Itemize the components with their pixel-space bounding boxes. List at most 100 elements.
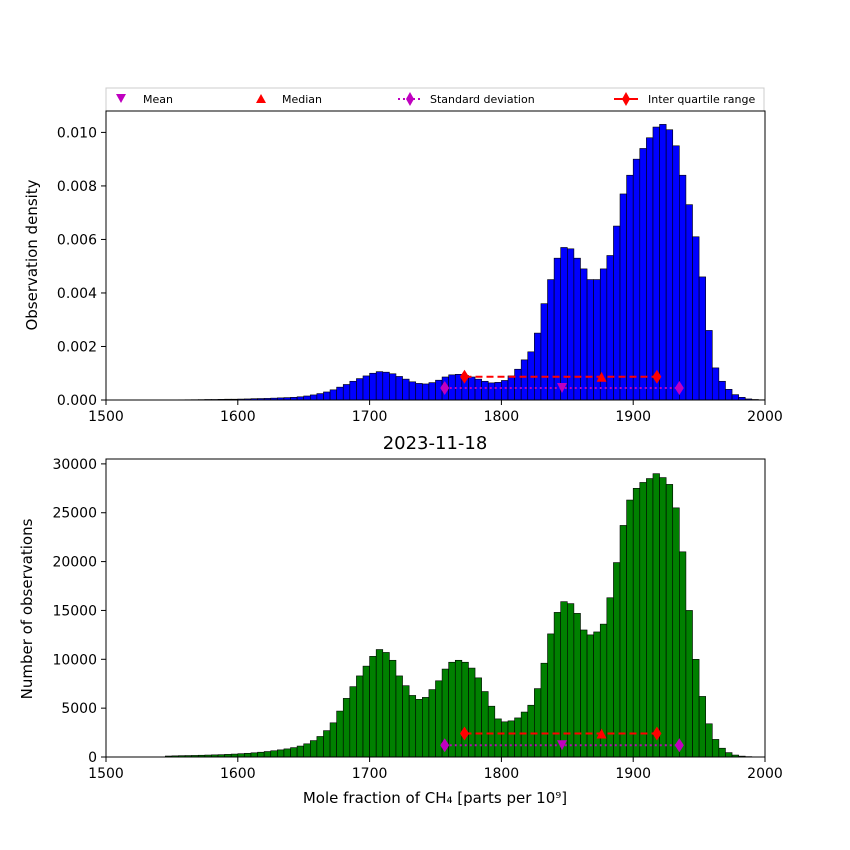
count-bar (422, 697, 430, 758)
density-bar (402, 378, 410, 401)
count-bar (580, 629, 588, 758)
count-bar (481, 691, 489, 758)
count-bar (553, 612, 562, 758)
density-y-axis-label: Observation density (23, 179, 41, 330)
count-bar (362, 665, 370, 758)
density-x-axis: 1500 1600 1700 1800 1900 2000 (88, 400, 783, 425)
count-bars (165, 473, 766, 758)
density-bar (356, 378, 364, 401)
density-bar (362, 375, 370, 401)
density-x-tick-label: 1600 (220, 409, 256, 425)
density-bar (336, 386, 344, 401)
density-bar (415, 383, 423, 401)
density-bar (613, 225, 621, 401)
density-y-axis: 0.000 0.002 0.004 0.006 0.008 0.010 (57, 125, 106, 409)
count-std-low-marker (440, 738, 450, 753)
count-y-tick-label: 5000 (61, 701, 97, 717)
count-y-tick-label: 15000 (52, 603, 97, 619)
count-bar (494, 718, 502, 758)
density-bar (540, 303, 548, 401)
density-iqr-low-marker (459, 369, 469, 384)
density-bar (468, 376, 476, 401)
count-std-high-marker (674, 738, 684, 753)
count-bar (487, 705, 496, 758)
count-x-tick-label: 1600 (220, 766, 256, 782)
legend: Mean Median Standard deviation Inter qua… (105, 87, 765, 112)
density-bar (698, 276, 706, 401)
count-y-tick-label: 10000 (52, 652, 97, 668)
count-bar (309, 740, 318, 758)
density-bar (626, 174, 634, 401)
count-bar (342, 698, 351, 758)
density-bar (586, 279, 594, 401)
density-y-tick-label: 0.010 (57, 125, 97, 141)
density-bar (382, 371, 390, 401)
count-x-tick-label: 1800 (484, 766, 520, 782)
count-x-tick-label: 1900 (615, 766, 651, 782)
count-y-tick-label: 25000 (52, 506, 97, 522)
density-bar (646, 137, 654, 401)
density-bar (375, 371, 384, 401)
count-bar (382, 652, 390, 758)
density-y-tick-label: 0.008 (57, 179, 97, 195)
count-bar (283, 748, 291, 758)
count-bar (613, 562, 621, 758)
count-bar (415, 699, 423, 758)
density-bar (580, 268, 588, 401)
legend-std-diamond-icon (406, 92, 414, 106)
count-bar (619, 525, 627, 758)
count-bar (711, 739, 720, 758)
density-x-tick-label: 1500 (88, 409, 124, 425)
count-bar (277, 749, 285, 758)
density-bar (323, 391, 331, 401)
density-bar (501, 380, 509, 401)
density-bar (435, 379, 443, 401)
count-bar (461, 661, 469, 758)
density-bar (639, 148, 647, 401)
density-bar (547, 279, 555, 401)
density-bar (705, 330, 713, 401)
count-bar (336, 710, 344, 758)
count-histogram-chart: 2023-11-18 1500 1600 1700 1800 1900 2000 0 500… (18, 433, 783, 807)
density-std-high-marker (674, 380, 684, 395)
density-median-marker (596, 371, 607, 382)
legend-iqr-diamond-icon (622, 92, 630, 106)
density-bar (514, 368, 522, 401)
count-bar (659, 477, 667, 758)
density-mean-marker (557, 382, 568, 393)
count-bar (263, 751, 272, 758)
count-bar (270, 750, 278, 758)
density-bar (487, 382, 496, 401)
density-y-tick-label: 0.004 (57, 286, 97, 302)
count-bar (514, 717, 522, 758)
density-x-tick-label: 1900 (615, 409, 651, 425)
density-x-tick-label: 2000 (747, 409, 783, 425)
density-bar (672, 145, 680, 401)
density-bar (606, 255, 614, 401)
count-iqr-low-marker (459, 726, 469, 741)
count-bar (428, 689, 436, 758)
density-bar (593, 279, 601, 401)
count-bar (718, 747, 726, 758)
density-histogram-chart: 1500 1600 1700 1800 1900 2000 0.000 0.002 0.004… (23, 110, 783, 425)
count-bar (547, 633, 555, 758)
density-bar (665, 129, 674, 401)
count-bar (725, 752, 733, 758)
count-bar (632, 488, 641, 758)
count-bar (356, 675, 364, 758)
density-bar (303, 395, 311, 401)
density-y-tick-label: 0.000 (57, 393, 97, 409)
legend-label-mean: Mean (143, 93, 173, 106)
legend-mean-marker-icon (116, 94, 126, 103)
density-bar (316, 393, 324, 401)
count-plot-frame (105, 458, 766, 758)
density-bar (652, 126, 660, 401)
density-x-tick-label: 1800 (484, 409, 520, 425)
density-bar (520, 359, 529, 401)
density-y-tick-label: 0.006 (57, 232, 97, 248)
count-bar (369, 656, 377, 758)
count-bar (685, 610, 693, 758)
count-bar (692, 658, 700, 758)
count-bar (316, 736, 324, 758)
